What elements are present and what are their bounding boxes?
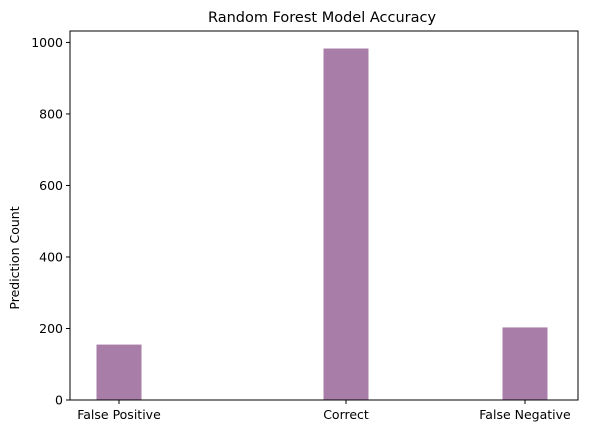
bar-correct <box>323 48 369 400</box>
y-tick-label: 1000 <box>31 35 63 50</box>
y-tick-label: 600 <box>39 178 63 193</box>
y-tick-label: 800 <box>39 106 63 121</box>
y-tick-label: 200 <box>39 321 63 336</box>
x-axis-ticks: False Positive Correct False Negative <box>77 400 571 422</box>
axes-group <box>69 30 579 401</box>
chart-title: Random Forest Model Accuracy <box>208 10 437 26</box>
plot-frame <box>69 30 579 401</box>
y-axis-label: Prediction Count <box>7 206 22 309</box>
bars-group <box>96 48 548 400</box>
y-axis-ticks: 0 200 400 600 800 1000 <box>31 35 70 408</box>
x-tick-label: Correct <box>323 407 369 422</box>
y-tick-label: 0 <box>55 393 63 408</box>
y-tick-label: 400 <box>39 249 63 264</box>
bar-false-positive <box>96 344 142 400</box>
x-tick-label: False Negative <box>479 407 571 422</box>
x-tick-label: False Positive <box>77 407 161 422</box>
bar-false-negative <box>502 327 548 400</box>
